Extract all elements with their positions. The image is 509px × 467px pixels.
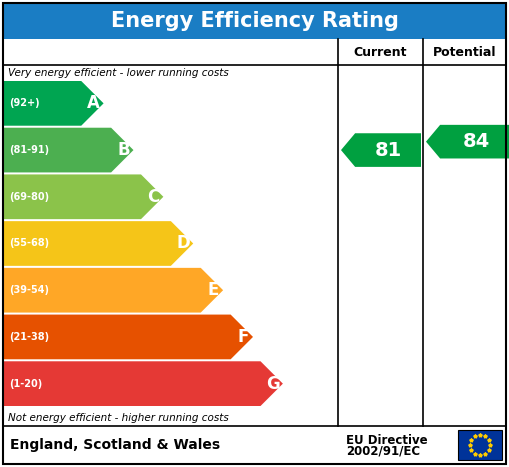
Text: Very energy efficient - lower running costs: Very energy efficient - lower running co… — [8, 68, 229, 78]
Text: Potential: Potential — [433, 45, 496, 58]
Text: B: B — [117, 141, 130, 159]
Text: (21-38): (21-38) — [9, 332, 49, 342]
Text: 81: 81 — [375, 141, 402, 160]
Text: A: A — [87, 94, 100, 113]
Text: Current: Current — [354, 45, 407, 58]
Text: 2002/91/EC: 2002/91/EC — [346, 445, 420, 458]
Text: (55-68): (55-68) — [9, 239, 49, 248]
Text: (92+): (92+) — [9, 99, 40, 108]
Polygon shape — [4, 127, 133, 172]
Bar — [458, 430, 502, 460]
Polygon shape — [4, 221, 193, 266]
Text: F: F — [237, 328, 248, 346]
Bar — [3, 3, 506, 39]
Polygon shape — [4, 268, 223, 312]
Text: G: G — [266, 375, 279, 393]
Polygon shape — [426, 125, 509, 158]
Text: (1-20): (1-20) — [9, 379, 42, 389]
Text: 84: 84 — [463, 132, 490, 151]
Text: Energy Efficiency Rating: Energy Efficiency Rating — [110, 11, 399, 31]
Polygon shape — [341, 133, 421, 167]
Polygon shape — [4, 361, 283, 406]
Polygon shape — [4, 175, 163, 219]
Text: (81-91): (81-91) — [9, 145, 49, 155]
Text: England, Scotland & Wales: England, Scotland & Wales — [10, 438, 220, 452]
Text: (39-54): (39-54) — [9, 285, 49, 295]
Polygon shape — [4, 81, 104, 126]
Text: D: D — [176, 234, 190, 253]
Text: C: C — [147, 188, 159, 206]
Text: (69-80): (69-80) — [9, 192, 49, 202]
Polygon shape — [4, 315, 253, 359]
Text: Not energy efficient - higher running costs: Not energy efficient - higher running co… — [8, 413, 229, 423]
Text: EU Directive: EU Directive — [346, 433, 428, 446]
Text: E: E — [207, 281, 219, 299]
